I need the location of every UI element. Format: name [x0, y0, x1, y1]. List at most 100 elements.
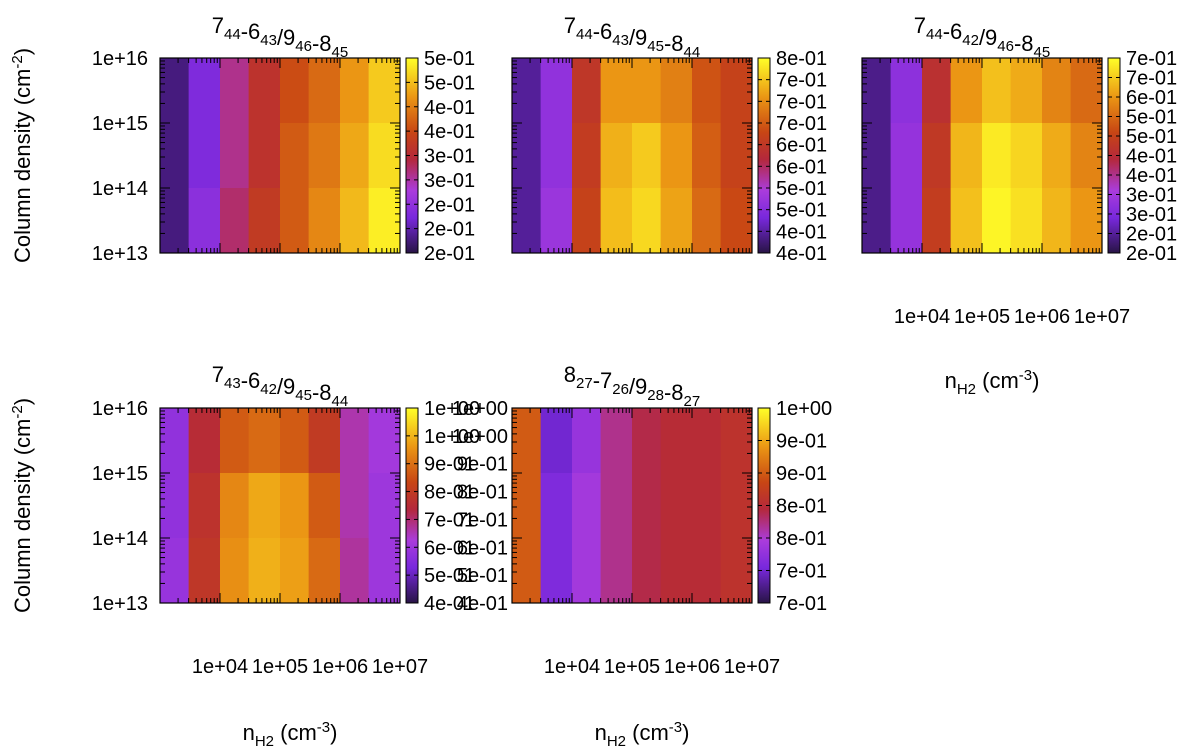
y-tick-label: 9e-01	[457, 454, 508, 476]
heatmap-cell	[188, 473, 221, 539]
heatmap-cell	[660, 538, 693, 604]
colorbar-tick-label: 5e-01	[424, 565, 475, 587]
heatmap-cell	[660, 58, 693, 124]
colorbar-tick-label: 2e-01	[424, 219, 475, 241]
heatmap-cell	[280, 188, 310, 254]
panel-title: 827-726/928-827	[564, 362, 700, 410]
x-tick-label: 1e+05	[954, 306, 1010, 328]
colorbar	[405, 407, 419, 604]
heatmap-panel-3: 744-642/946-845 7e-017e-016e-015e-015e-01…	[861, 13, 1177, 398]
heatmap-cell	[540, 408, 573, 474]
heatmap-cell	[720, 123, 753, 189]
y-tick-label: 1e+14	[92, 528, 148, 550]
colorbar-tick-label: 8e-01	[776, 48, 827, 70]
heatmap-cell	[982, 188, 1012, 254]
heatmap-cell	[1010, 188, 1043, 254]
heatmap-cell	[600, 123, 633, 189]
heatmap-cell	[368, 58, 401, 124]
colorbar-tick-label: 7e-01	[776, 91, 827, 113]
heatmap-cell	[512, 408, 542, 474]
heatmap-panel-5: 1e+00 1e+00 9e-01 8e-01 7e-01 6e-01 5e-01 4e-01…	[452, 362, 832, 750]
heatmap-cell	[720, 538, 753, 604]
heatmap-panel-2: 744-643/945-844 8e-017e-017e-017e-016e-01…	[511, 13, 827, 265]
colorbar-tick-label: 4e-01	[1126, 165, 1177, 187]
x-tick-label: 1e+06	[1014, 306, 1070, 328]
heatmap-cell	[632, 123, 662, 189]
colorbar-tick-label: 3e-01	[424, 146, 475, 168]
heatmap-cell	[188, 58, 221, 124]
colorbar-tick-label: 6e-01	[1126, 87, 1177, 109]
heatmap-cell	[220, 473, 250, 539]
heatmap-cell	[890, 58, 923, 124]
heatmap-cell	[248, 538, 281, 604]
heatmap-cell	[308, 538, 341, 604]
x-tick-label: 1e+04	[894, 306, 950, 328]
heatmap-cell	[660, 473, 693, 539]
heatmap-cell	[862, 58, 892, 124]
heatmap-cell	[1010, 123, 1043, 189]
colorbar-tick-label: 7e-01	[1126, 68, 1177, 90]
y-tick-label: 8e-01	[457, 482, 508, 504]
heatmap-cell	[540, 123, 573, 189]
heatmap-cell	[692, 408, 722, 474]
heatmap-cell	[720, 473, 753, 539]
heatmap-cell	[160, 538, 190, 604]
y-tick-label: 1e+00	[452, 426, 508, 448]
panel-title: 744-642/946-845	[914, 13, 1050, 61]
y-axis-label: Column density (cm-2)	[9, 398, 35, 613]
heatmap-cell	[340, 408, 370, 474]
heatmap-cell	[632, 408, 662, 474]
heatmap-cell	[368, 538, 401, 604]
heatmap-cell	[368, 408, 401, 474]
heatmap-cell	[632, 58, 662, 124]
heatmap-cell	[890, 123, 923, 189]
heatmap-cell	[160, 123, 190, 189]
heatmap-cell	[922, 123, 952, 189]
colorbar-tick-label: 4e-01	[424, 97, 475, 119]
heatmap-cell	[248, 408, 281, 474]
heatmap-cell	[188, 408, 221, 474]
heatmap-cell	[572, 473, 602, 539]
heatmap-cell	[188, 123, 221, 189]
y-tick-label: 4e-01	[457, 593, 508, 615]
heatmap-cell	[572, 58, 602, 124]
x-axis-label: nH2 (cm-3)	[945, 367, 1040, 398]
heatmap-cell	[600, 408, 633, 474]
heatmap-cell	[540, 188, 573, 254]
x-tick-label: 1e+06	[312, 656, 368, 678]
x-tick-label: 1e+05	[252, 656, 308, 678]
heatmap-cell	[632, 473, 662, 539]
panel-title: 743-642/945-844	[212, 362, 348, 410]
heatmap-cell	[1070, 188, 1103, 254]
heatmap-cell	[1010, 58, 1043, 124]
heatmap-cell	[340, 123, 370, 189]
colorbar-tick-label: 1e+00	[424, 426, 480, 448]
colorbar-tick-label: 8e-01	[776, 528, 827, 550]
heatmap-cell	[308, 408, 341, 474]
heatmap-cell	[160, 58, 190, 124]
colorbar-tick-label: 4e-01	[776, 221, 827, 243]
colorbar-tick-label: 5e-01	[1126, 126, 1177, 148]
x-axis-label: nH2 (cm-3)	[595, 719, 690, 750]
colorbar-tick-label: 9e-01	[424, 454, 475, 476]
x-tick-label: 1e+06	[664, 656, 720, 678]
heatmap-cell	[512, 188, 542, 254]
heatmap-cell	[600, 473, 633, 539]
heatmap-cell	[160, 473, 190, 539]
heatmap-cell	[632, 188, 662, 254]
heatmap-cell	[280, 473, 310, 539]
heatmap-cell	[540, 538, 573, 604]
heatmap-cell	[950, 58, 983, 124]
heatmap-cell	[540, 473, 573, 539]
heatmap-cell	[340, 473, 370, 539]
y-tick-label: 1e+16	[92, 398, 148, 420]
heatmap-cell	[720, 188, 753, 254]
colorbar-tick-label: 4e-01	[1126, 146, 1177, 168]
heatmap-panel-4: 1e+16 1e+15 1e+14 1e+13 743-642/945-844 1e+00…	[9, 362, 480, 750]
heatmap-cell	[280, 408, 310, 474]
heatmap-cell	[220, 538, 250, 604]
colorbar-tick-label: 2e-01	[424, 243, 475, 265]
heatmap-cell	[308, 58, 341, 124]
heatmap-cell	[1042, 188, 1072, 254]
